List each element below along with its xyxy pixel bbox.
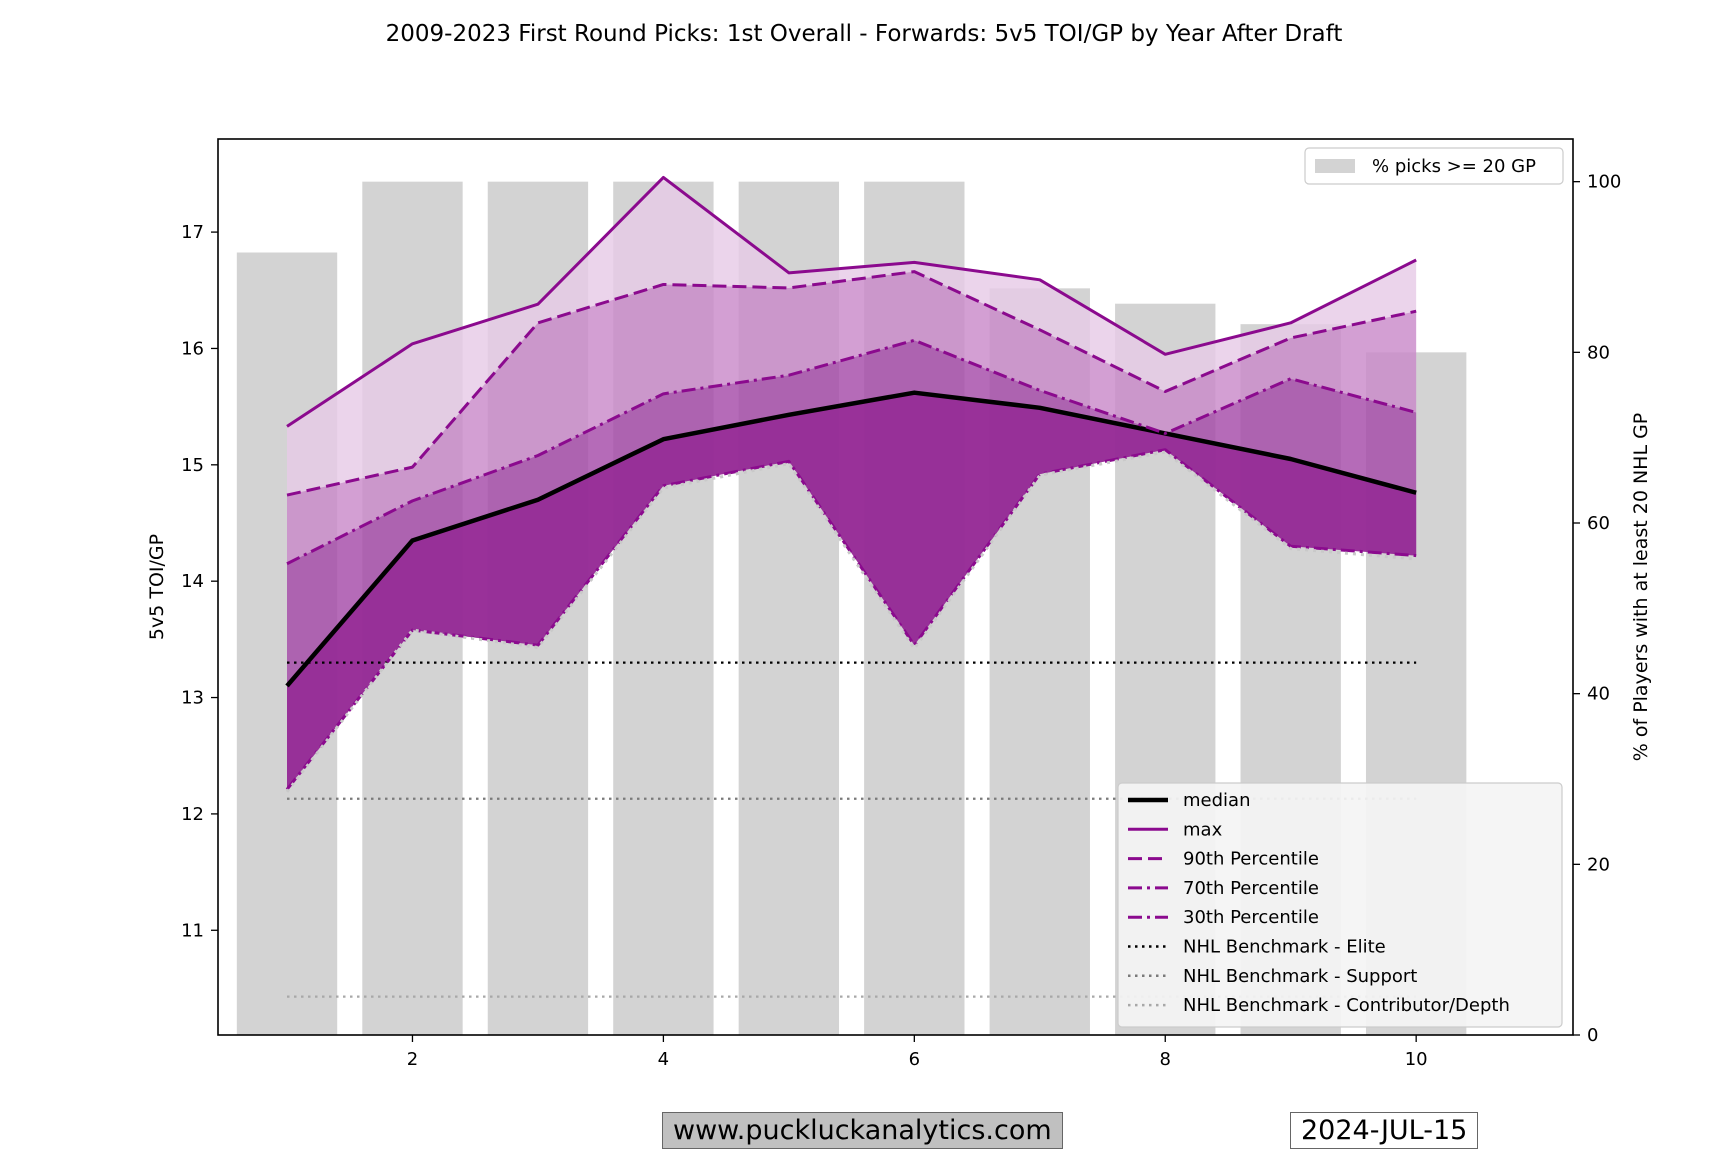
chart: 2009-2023 First Round Picks: 1st Overall…: [146, 21, 1652, 1070]
series-line-0: [285, 390, 1417, 688]
series-line-5: [285, 450, 1417, 793]
legend-label-1: max: [1183, 819, 1223, 840]
legend-label-3: 70th Percentile: [1183, 878, 1319, 899]
band-0: [287, 177, 1417, 496]
line-legend: median max 90th Percentile 70th Percentile 3…: [1117, 782, 1563, 1028]
y2-tick-label-100: 100: [1587, 172, 1621, 193]
website-watermark: www.puckluckanalytics.com: [662, 1112, 1063, 1149]
x-tick-label-6: 6: [909, 1049, 920, 1070]
y-tick-label-11: 11: [181, 920, 204, 941]
y-tick-label-16: 16: [181, 338, 204, 359]
legend-label-7: NHL Benchmark - Contributor/Depth: [1183, 995, 1510, 1016]
bar-legend-label: % picks >= 20 GP: [1372, 156, 1536, 177]
legend-label-6: NHL Benchmark - Support: [1183, 966, 1417, 987]
legend-label-0: median: [1183, 790, 1250, 811]
y-axis-label: 5v5 TOI/GP: [146, 534, 168, 640]
y-tick-label-13: 13: [181, 688, 204, 709]
y2-tick-label-80: 80: [1587, 342, 1610, 363]
y2-tick-label-0: 0: [1587, 1025, 1598, 1046]
plot-frame: [217, 138, 1574, 1036]
x-tick-label-8: 8: [1160, 1049, 1171, 1070]
bar-legend-box: [1304, 147, 1564, 185]
y2-tick-label-60: 60: [1587, 513, 1610, 534]
line-legend-box: [1117, 782, 1563, 1028]
axes-layer: 2 4 6 8 10 11 12 13 14 15 16 17 0 20 40 60 80 100: [181, 138, 1621, 1070]
y-tick-label-12: 12: [181, 804, 204, 825]
y2-tick-label-40: 40: [1587, 684, 1610, 705]
y-tick-label-15: 15: [181, 455, 204, 476]
series-line-4: [285, 448, 1417, 791]
legend-label-2: 90th Percentile: [1183, 849, 1319, 870]
bands-layer: [287, 177, 1417, 790]
chart-title: 2009-2023 First Round Picks: 1st Overall…: [386, 21, 1343, 47]
bar-legend-swatch: [1315, 159, 1355, 173]
bar-legend: % picks >= 20 GP: [1304, 147, 1564, 185]
legend-label-5: NHL Benchmark - Elite: [1183, 937, 1386, 958]
y2-axis-label: % of Players with at least 20 NHL GP: [1630, 413, 1652, 762]
x-tick-label-10: 10: [1405, 1049, 1428, 1070]
band-1: [287, 271, 1417, 564]
x-tick-label-2: 2: [407, 1049, 418, 1070]
band-3: [287, 392, 1417, 790]
date-stamp: 2024-JUL-15: [1290, 1112, 1479, 1149]
series-line-1: [286, 175, 1417, 428]
series-layer: [285, 175, 1417, 793]
y-tick-label-17: 17: [181, 222, 204, 243]
x-tick-label-4: 4: [658, 1049, 669, 1070]
y2-tick-label-20: 20: [1587, 854, 1610, 875]
legend-label-4: 30th Percentile: [1183, 907, 1319, 928]
series-line-3: [286, 338, 1417, 566]
y-tick-label-14: 14: [181, 571, 204, 592]
series-line-2: [286, 270, 1417, 497]
